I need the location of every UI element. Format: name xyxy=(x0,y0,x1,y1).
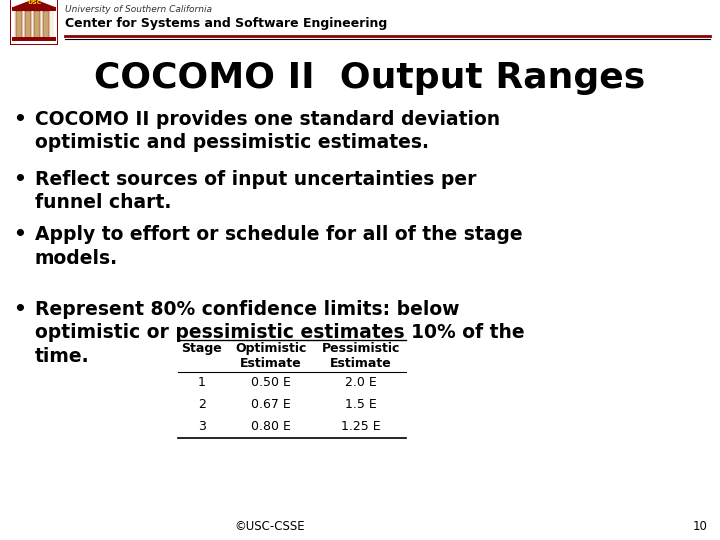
Text: •: • xyxy=(14,225,27,244)
Bar xyxy=(12,7,56,11)
Text: 0.80 E: 0.80 E xyxy=(251,420,291,433)
Text: Optimistic
Estimate: Optimistic Estimate xyxy=(235,342,307,370)
Text: 3: 3 xyxy=(198,420,206,433)
Bar xyxy=(43,11,49,39)
Polygon shape xyxy=(13,0,55,7)
Bar xyxy=(11,0,57,44)
Bar xyxy=(16,11,22,39)
Text: 1: 1 xyxy=(198,376,206,389)
Text: •: • xyxy=(14,170,27,189)
Text: COCOMO II provides one standard deviation
optimistic and pessimistic estimates.: COCOMO II provides one standard deviatio… xyxy=(35,110,500,152)
Text: Apply to effort or schedule for all of the stage
models.: Apply to effort or schedule for all of t… xyxy=(35,225,523,267)
Bar xyxy=(10,0,58,45)
Text: Center for Systems and Software Engineering: Center for Systems and Software Engineer… xyxy=(65,17,387,30)
Text: 1.25 E: 1.25 E xyxy=(341,420,381,433)
Text: Pessimistic
Estimate: Pessimistic Estimate xyxy=(322,342,400,370)
Text: USC: USC xyxy=(27,1,41,5)
Text: •: • xyxy=(14,110,27,129)
Text: 0.67 E: 0.67 E xyxy=(251,398,291,411)
Text: 1.5 E: 1.5 E xyxy=(345,398,377,411)
Text: COCOMO II  Output Ranges: COCOMO II Output Ranges xyxy=(94,61,646,95)
Bar xyxy=(14,7,54,39)
Text: ©USC-CSSE: ©USC-CSSE xyxy=(235,519,305,532)
Text: Represent 80% confidence limits: below
optimistic or pessimistic estimates 10% o: Represent 80% confidence limits: below o… xyxy=(35,300,525,366)
Text: 2.0 E: 2.0 E xyxy=(345,376,377,389)
Text: 0.50 E: 0.50 E xyxy=(251,376,291,389)
Text: Stage: Stage xyxy=(181,342,222,355)
Bar xyxy=(12,37,56,41)
Text: 2: 2 xyxy=(198,398,206,411)
Bar xyxy=(25,11,31,39)
Text: •: • xyxy=(14,300,27,319)
Text: University of Southern California: University of Southern California xyxy=(65,5,212,15)
Text: 10: 10 xyxy=(693,519,708,532)
Bar xyxy=(34,11,40,39)
Text: Reflect sources of input uncertainties per
funnel chart.: Reflect sources of input uncertainties p… xyxy=(35,170,477,213)
